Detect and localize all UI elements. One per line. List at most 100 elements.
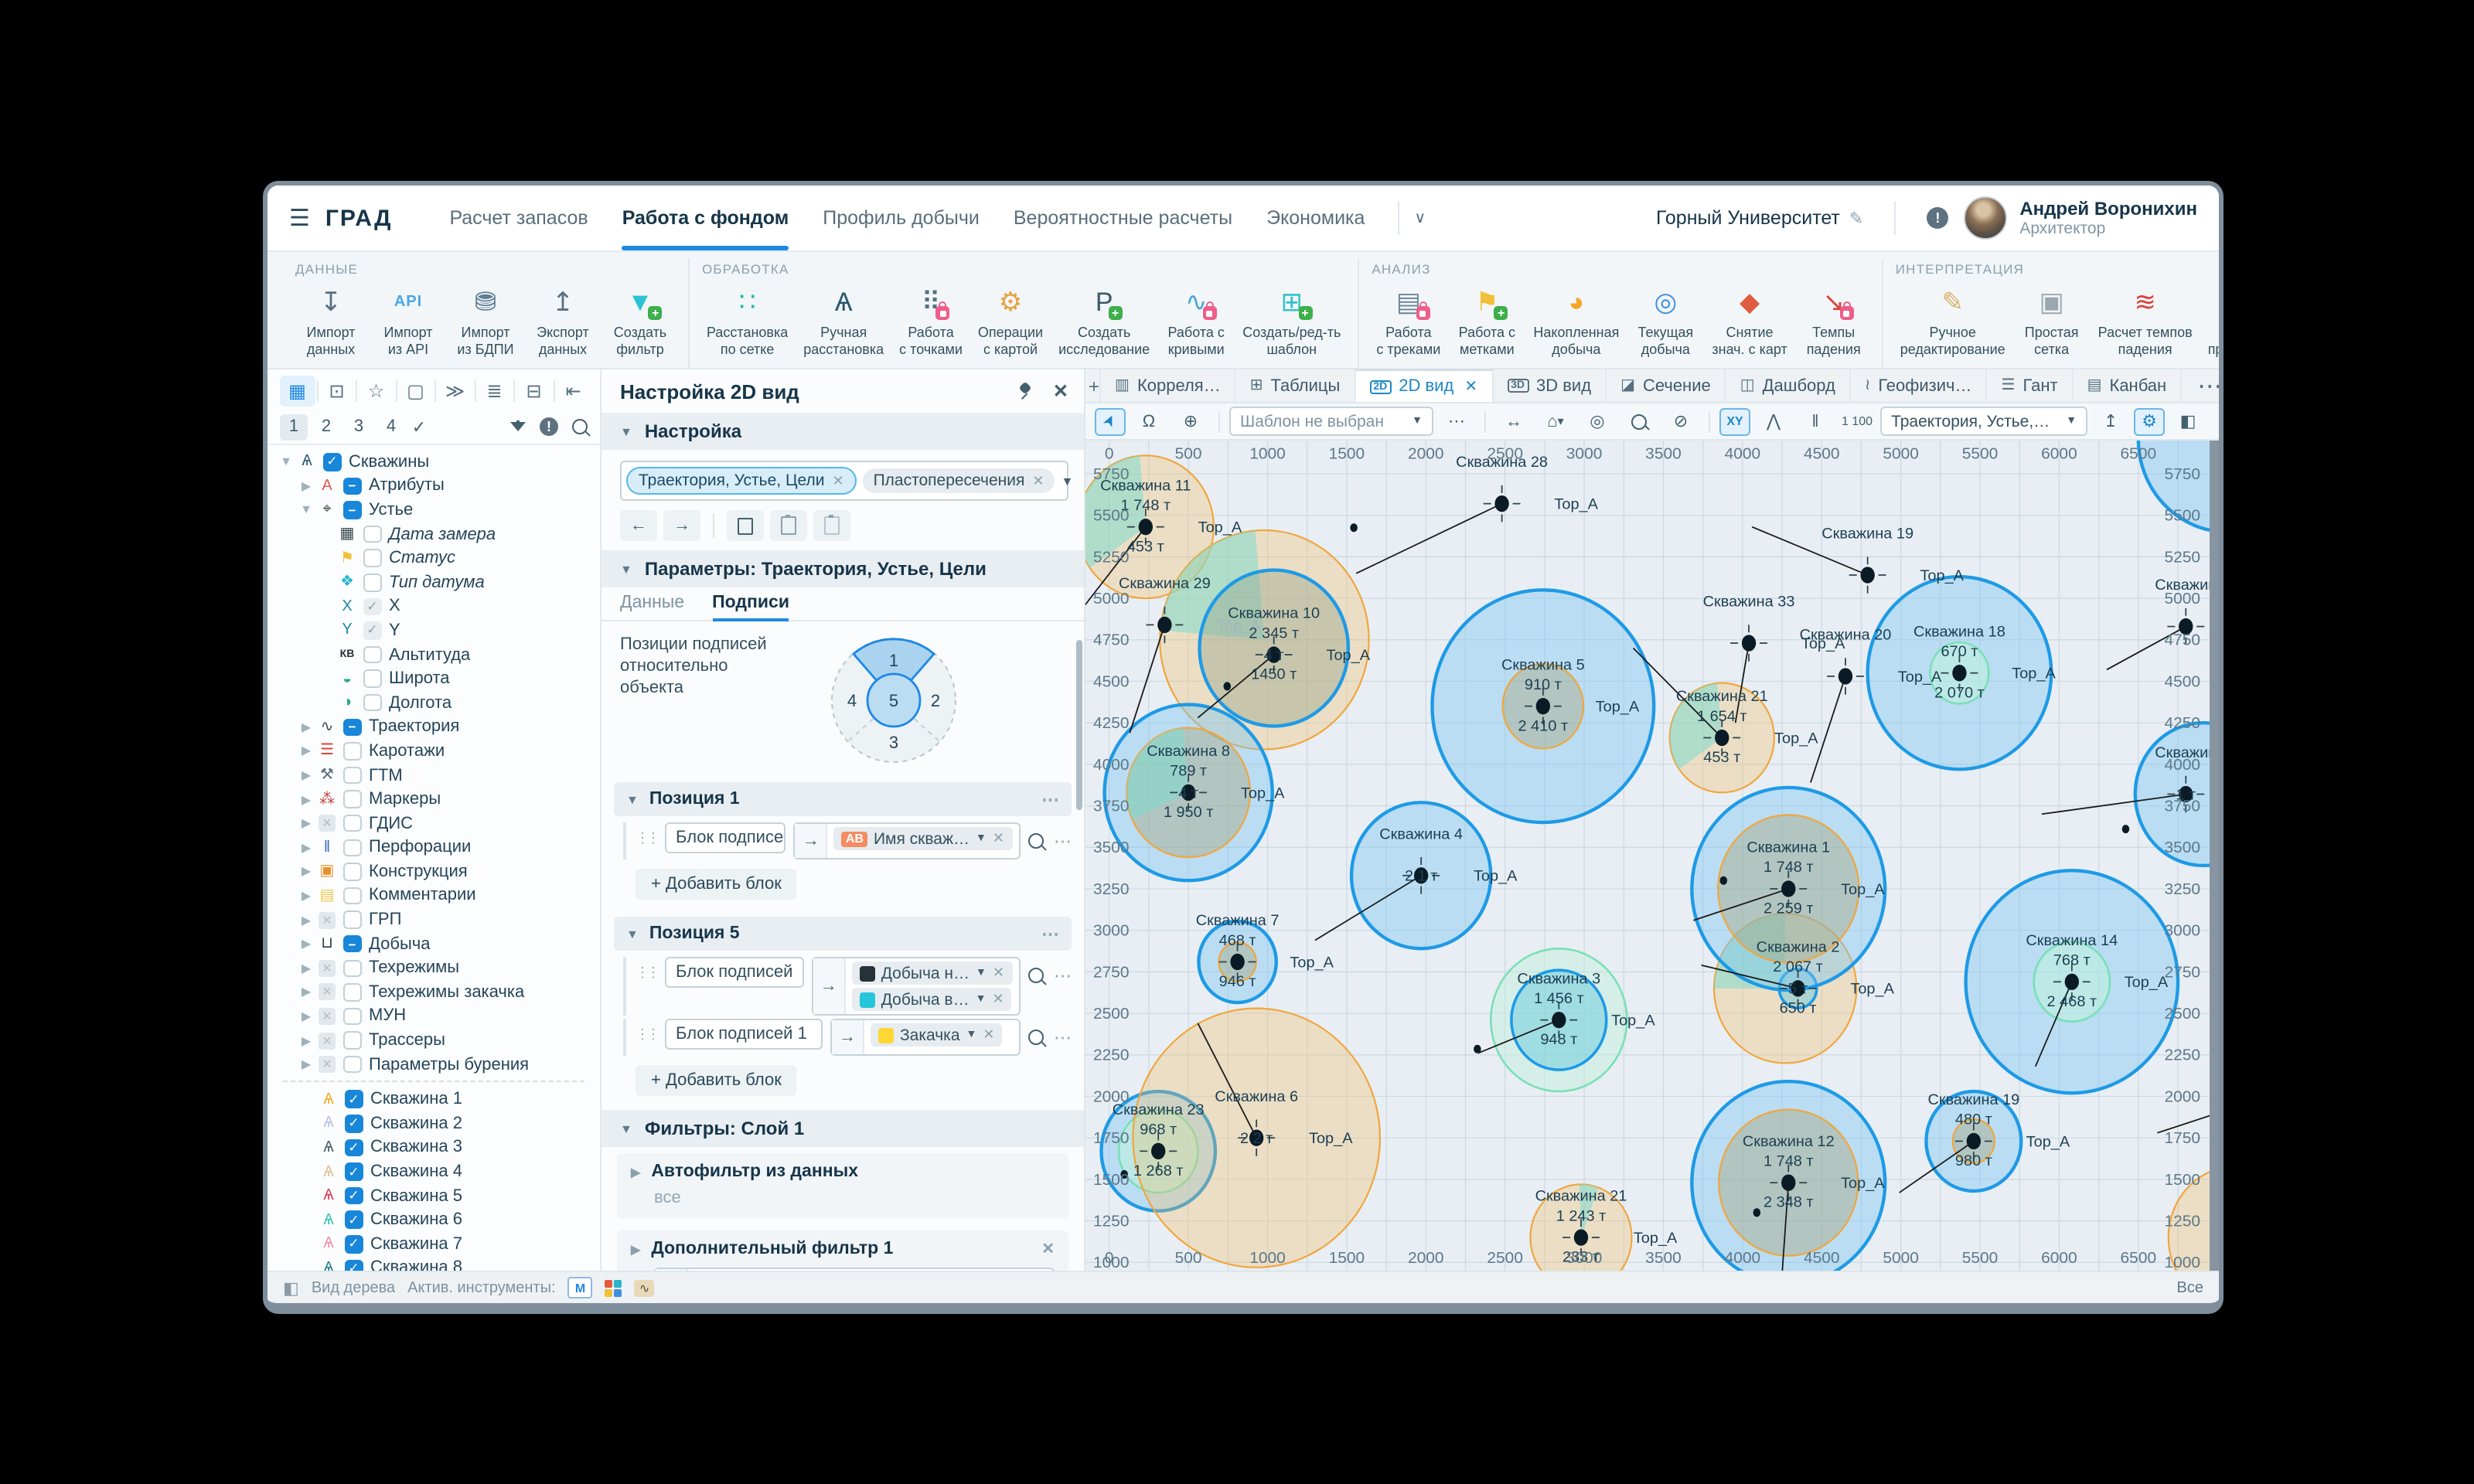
chevron-icon[interactable]: ▶	[301, 816, 312, 831]
well-marker[interactable]: Скважин 1 т	[2155, 744, 2210, 813]
gear-button[interactable]: ⚙	[2134, 407, 2166, 435]
copy-button[interactable]	[727, 510, 764, 541]
well-marker[interactable]: Скважина 3 1 456 т 948 т Top_A	[1517, 970, 1655, 1048]
tree-row[interactable]: Y ✓ Y	[277, 618, 600, 642]
chip-remove-icon[interactable]: ✕	[992, 965, 1004, 980]
layer-select[interactable]: Траектория, Устье, Цели ✕ Пластопересечен…	[620, 461, 1073, 501]
zoom-button[interactable]	[1620, 407, 1658, 435]
target-button[interactable]: ◎	[1590, 413, 1605, 431]
more-icon[interactable]: ⋯	[1054, 968, 1072, 986]
close-icon[interactable]: ✕	[1052, 380, 1068, 402]
checkbox[interactable]	[343, 983, 361, 1002]
checkbox[interactable]	[343, 1007, 361, 1026]
well-marker[interactable]: Скважина 11 1 748 т 453 т Top_A	[1100, 477, 1242, 555]
chevron-icon[interactable]: ▶	[301, 1033, 312, 1048]
ribbon-button-manual-placement[interactable]: Ѧ Ручная расстановка	[796, 281, 891, 357]
well-marker[interactable]: Скважин	[2155, 577, 2210, 645]
well-marker[interactable]: Скважина 6 2 2 т Top_A	[1215, 1088, 1353, 1156]
drag-handle-icon[interactable]: ⋮⋮	[636, 830, 660, 846]
search-icon[interactable]	[1027, 968, 1043, 983]
block-params-box[interactable]: → Закачка ▼ ✕	[830, 1019, 1020, 1056]
menu-more-chevron-icon[interactable]: ∨	[1414, 209, 1426, 226]
checkbox[interactable]: ✓	[345, 1139, 363, 1157]
settings-scrollbar[interactable]	[1076, 640, 1082, 810]
pan-button[interactable]: ⊕	[1183, 413, 1198, 431]
well-marker[interactable]: Скважина 7 468 т 946 т Top_A	[1196, 912, 1334, 990]
well-list-item[interactable]: Ѧ ✓ Скважина 2	[277, 1111, 600, 1135]
menu-tab[interactable]: Расчет запасов	[449, 207, 588, 229]
well-list-item[interactable]: Ѧ ✓ Скважина 7	[277, 1232, 600, 1256]
chevron-icon[interactable]: ▶	[301, 913, 312, 928]
section-nastroika[interactable]: ▼ Настройка	[601, 413, 1084, 450]
tree-row[interactable]: ▶ ▤ Комментарии	[277, 883, 600, 907]
checkbox[interactable]	[343, 1031, 361, 1050]
well-marker[interactable]: Скважина 5 910 т 2 410 т Top_A	[1501, 656, 1640, 734]
param-chip[interactable]: Закачка ▼ ✕	[871, 1023, 1003, 1047]
menu-tab[interactable]: Экономика	[1266, 207, 1365, 229]
chevron-icon[interactable]: ▶	[301, 937, 312, 951]
checkbox[interactable]	[363, 645, 381, 664]
chevron-icon[interactable]: ▶	[301, 1057, 312, 1072]
param-chip[interactable]: АВ Имя скваж… ▼ ✕	[833, 827, 1012, 850]
ribbon-button-tags-work[interactable]: ⚑ + Работа с метками	[1448, 281, 1525, 357]
well-list-item[interactable]: Ѧ ✓ Скважина 4	[277, 1159, 600, 1183]
well-marker[interactable]: Скважина 29 Top_A	[1119, 575, 1262, 644]
chevron-icon[interactable]: ▶	[301, 478, 312, 493]
checkbox[interactable]	[363, 525, 381, 543]
tree-row[interactable]: ▼ Ѧ ✓ Скважины	[277, 450, 600, 474]
tree-row[interactable]: ▶ ⚒ ГТМ	[277, 763, 600, 787]
layer-chip[interactable]: Пластопересечения ✕	[862, 468, 1055, 493]
chip-remove-icon[interactable]: ✕	[1032, 472, 1044, 488]
well-marker[interactable]: Скважина 18 670 т 2 070 т Top_A	[1913, 623, 2057, 701]
param-chip[interactable]: Добыча н… ▼ ✕	[851, 962, 1012, 985]
checkbox[interactable]: ✓	[345, 1115, 363, 1133]
clipboard-button[interactable]	[770, 510, 807, 541]
checkbox[interactable]	[363, 549, 381, 567]
axes-xy-button[interactable]: XY	[1719, 407, 1750, 435]
extra-filter-card[interactable]: ▶Дополнительный фильтр 1 ✕ →	[617, 1230, 1068, 1271]
toolbar-select[interactable]: Шаблон не выбран ▼	[1229, 407, 1433, 436]
chip-remove-icon[interactable]: ✕	[832, 472, 844, 488]
tree-row[interactable]: ▶ ✕ Техрежимы закачка	[277, 980, 600, 1004]
checkbox[interactable]: ✓	[345, 1186, 363, 1205]
checkbox[interactable]	[343, 863, 361, 881]
block-params-box[interactable]: → Добыча н… ▼ ✕ Добыча в… ▼ ✕	[811, 957, 1020, 1016]
chevron-down-icon[interactable]: ▼	[966, 1030, 977, 1040]
view-tab-kanban[interactable]: ▤ Канбан	[2074, 369, 2183, 402]
tool-chart-icon[interactable]: ∿	[634, 1279, 655, 1296]
hamburger-icon[interactable]: ☰	[289, 206, 310, 232]
pin-icon[interactable]	[1016, 382, 1034, 400]
checkbox[interactable]	[343, 887, 361, 905]
search-icon[interactable]	[1027, 1030, 1043, 1045]
chevron-icon[interactable]: ▶	[301, 744, 312, 758]
checkbox[interactable]	[363, 693, 381, 712]
chevron-icon[interactable]: ▶	[301, 792, 312, 807]
chevron-icon[interactable]: ▶	[301, 840, 312, 855]
lasso-button[interactable]: Ω	[1142, 412, 1156, 431]
section-params[interactable]: ▼ Параметры: Траектория, Устье, Цели	[601, 550, 1084, 587]
checkbox[interactable]: −	[343, 718, 361, 737]
menu-tab[interactable]: Работа с фондом	[622, 186, 789, 250]
right-edge-strip[interactable]	[2210, 441, 2219, 1271]
tree-row[interactable]: ▶ ⊔ − Добыча	[277, 932, 600, 956]
frame-select-icon[interactable]: ⊡	[329, 380, 345, 402]
tree-level-1[interactable]: 1	[280, 414, 308, 440]
tree-row[interactable]: ▼ ⌖ − Устье	[277, 498, 600, 522]
checkbox[interactable]: ✓	[345, 1162, 363, 1181]
notification-icon[interactable]: !	[1927, 207, 1949, 229]
view-tab-section[interactable]: ◪ Сечение	[1607, 369, 1726, 402]
tree-search-icon[interactable]	[572, 419, 588, 434]
checkbox[interactable]: −	[343, 934, 361, 953]
tree-level-3[interactable]: 3	[353, 417, 364, 436]
ribbon-button-import-db[interactable]: ⛃ Импорт из БДПИ	[447, 281, 524, 357]
checkbox[interactable]	[343, 910, 361, 929]
tree-row[interactable]: ▶ ✕ Техрежимы	[277, 956, 600, 980]
ribbon-button-current-production[interactable]: ◎ Текущая добыча	[1627, 281, 1704, 357]
well-marker[interactable]: Скважина 21 1 243 т 233 т Top_A	[1535, 1188, 1678, 1266]
more-icon[interactable]: ⋯	[1054, 833, 1072, 852]
tree-row[interactable]: X ✓ X	[277, 594, 600, 618]
well-marker[interactable]: Скважина 33 Top_A	[1703, 594, 1846, 662]
ribbon-button-create-filter[interactable]: ▼ + Создать фильтр	[601, 281, 679, 357]
tree-row[interactable]: ▶ A − Атрибуты	[277, 474, 600, 498]
tree-row[interactable]: ▶ ⁂ Маркеры	[277, 788, 600, 812]
